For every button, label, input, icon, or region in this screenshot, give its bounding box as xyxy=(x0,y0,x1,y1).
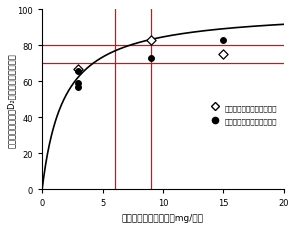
Y-axis label: 繊条体のドパミンD₂受容体占有率（％）: 繊条体のドパミンD₂受容体占有率（％） xyxy=(7,53,16,147)
Point xyxy=(149,57,153,61)
Legend: 動作障害を伴う副作用あり, 動作障害を伴う副作用なし: 動作障害を伴う副作用あり, 動作障害を伴う副作用なし xyxy=(205,102,280,127)
X-axis label: パリペリドンの用量（mg/日）: パリペリドンの用量（mg/日） xyxy=(122,213,204,222)
Point xyxy=(149,39,153,43)
Point xyxy=(76,70,81,73)
Point xyxy=(221,39,226,43)
Point xyxy=(76,68,81,71)
Point xyxy=(76,82,81,86)
Point xyxy=(221,53,226,57)
Point xyxy=(76,86,81,89)
